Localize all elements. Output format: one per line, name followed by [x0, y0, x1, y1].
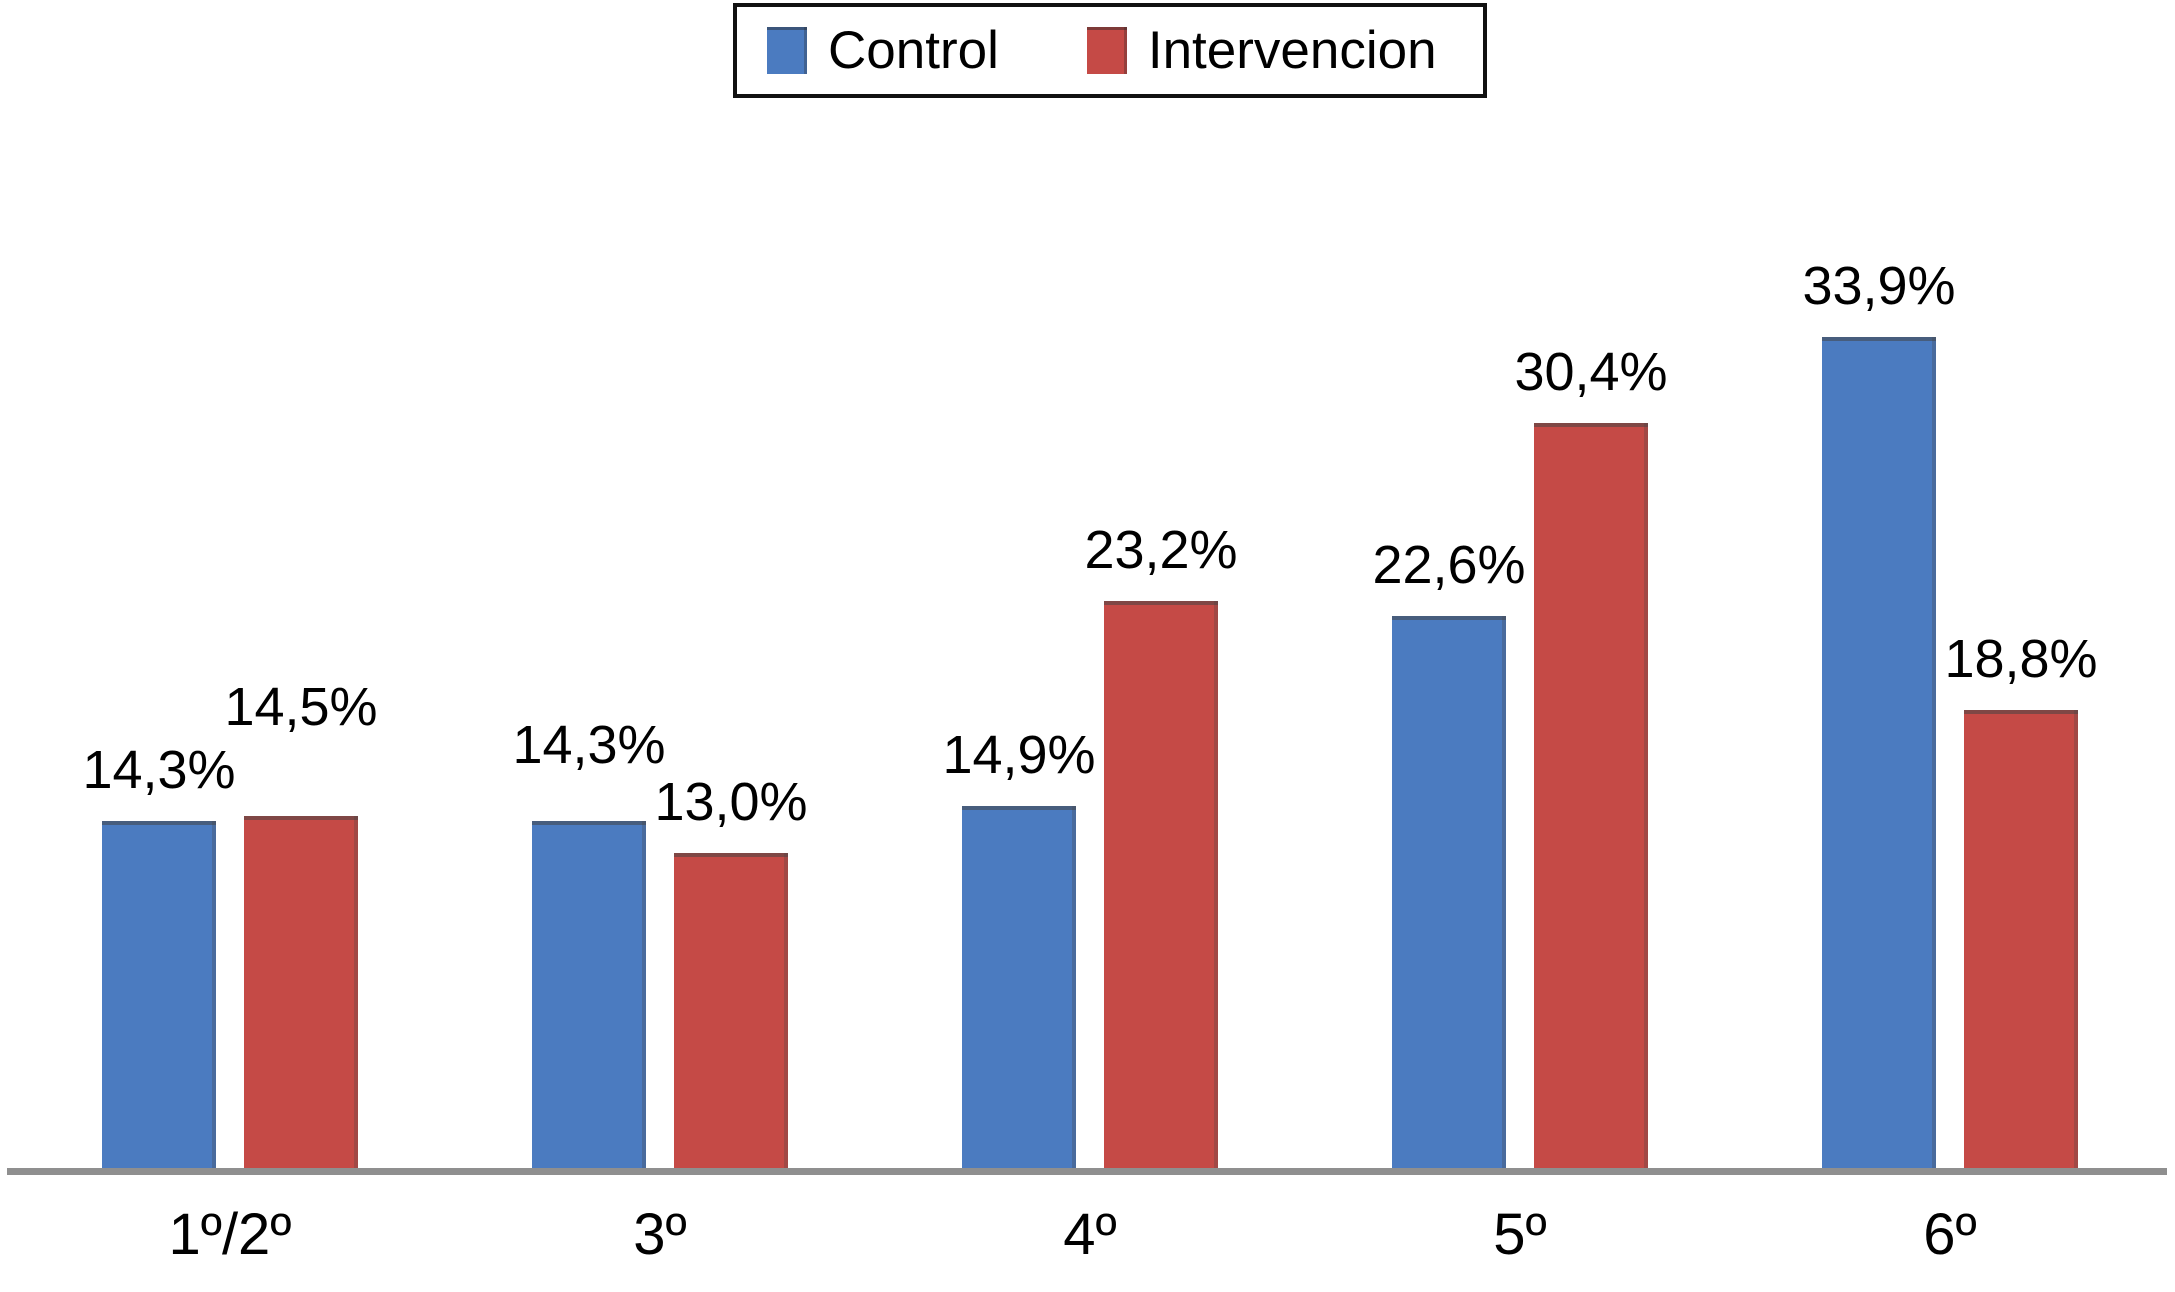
category-label-2: 4º: [1063, 1202, 1117, 1267]
legend-label-control: Control: [828, 21, 999, 80]
value-label-control-3: 22,6%: [1372, 535, 1526, 595]
bar-intervencion-0: [244, 816, 358, 1174]
value-label-control-1: 14,3%: [512, 715, 666, 775]
value-label-control-0: 14,3%: [82, 740, 236, 800]
category-label-0: 1º/2º: [168, 1202, 292, 1267]
value-label-intervencion-1: 13,0%: [654, 772, 808, 832]
bar-control-2: [962, 806, 1076, 1174]
category-label-3: 5º: [1493, 1202, 1547, 1267]
value-label-control-4: 33,9%: [1802, 256, 1956, 316]
bar-control-3: [1392, 616, 1506, 1174]
legend-item-intervencion: Intervencion: [1086, 21, 1437, 80]
bar-intervencion-4: [1964, 710, 2078, 1174]
intervencion-series-swatch-icon: [1086, 27, 1127, 74]
bar-intervencion-1: [674, 853, 788, 1174]
legend-label-intervencion: Intervencion: [1147, 21, 1437, 80]
value-label-intervencion-4: 18,8%: [1944, 629, 2098, 689]
bar-intervencion-2: [1104, 601, 1218, 1174]
value-label-intervencion-0: 14,5%: [224, 677, 378, 737]
value-label-intervencion-3: 30,4%: [1514, 342, 1668, 402]
bar-control-1: [532, 821, 646, 1174]
value-label-intervencion-2: 23,2%: [1084, 520, 1238, 580]
category-label-1: 3º: [633, 1202, 687, 1267]
bar-intervencion-3: [1534, 423, 1648, 1174]
bar-control-0: [102, 821, 216, 1174]
x-axis-line: [7, 1168, 2167, 1175]
category-label-4: 6º: [1923, 1202, 1977, 1267]
legend-item-control: Control: [767, 24, 999, 77]
bar-control-4: [1822, 337, 1936, 1174]
value-label-control-2: 14,9%: [942, 725, 1096, 785]
control-series-swatch-icon: [767, 27, 807, 74]
legend: Control Intervencion: [733, 3, 1487, 98]
